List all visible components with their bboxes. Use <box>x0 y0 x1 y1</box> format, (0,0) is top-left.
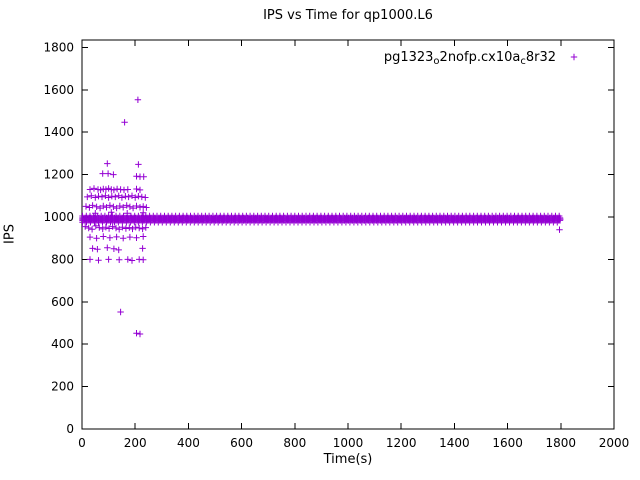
y-tick-label: 600 <box>51 295 74 309</box>
x-tick-label: 1200 <box>386 436 417 450</box>
x-tick-label: 1000 <box>333 436 364 450</box>
y-tick-label: 1000 <box>43 210 74 224</box>
x-axis-label: Time(s) <box>323 452 373 467</box>
y-tick-label: 1400 <box>43 125 74 139</box>
y-tick-label: 1200 <box>43 168 74 182</box>
x-tick-label: 1800 <box>546 436 577 450</box>
y-axis-label: IPS <box>2 224 18 244</box>
y-tick-label: 400 <box>51 337 74 351</box>
legend-marker-icon <box>570 53 578 61</box>
x-tick-label: 0 <box>78 436 86 450</box>
y-tick-label: 1600 <box>43 83 74 97</box>
x-tick-label: 200 <box>124 436 147 450</box>
x-tick-label: 1400 <box>439 436 470 450</box>
x-tick-label: 2000 <box>599 436 630 450</box>
chart-title: IPS vs Time for qp1000.L6 <box>263 8 433 23</box>
x-tick-label: 800 <box>283 436 306 450</box>
y-tick-label: 0 <box>66 422 74 436</box>
y-tick-label: 800 <box>51 252 74 266</box>
x-tick-label: 600 <box>230 436 253 450</box>
x-tick-label: 400 <box>177 436 200 450</box>
x-tick-label: 1600 <box>492 436 523 450</box>
series-points <box>79 96 564 338</box>
y-tick-label: 200 <box>51 380 74 394</box>
plot-border <box>81 39 615 430</box>
legend-label: pg1323o2nofp.cx10ac8r32 <box>384 50 556 67</box>
y-tick-label: 1800 <box>43 40 74 54</box>
